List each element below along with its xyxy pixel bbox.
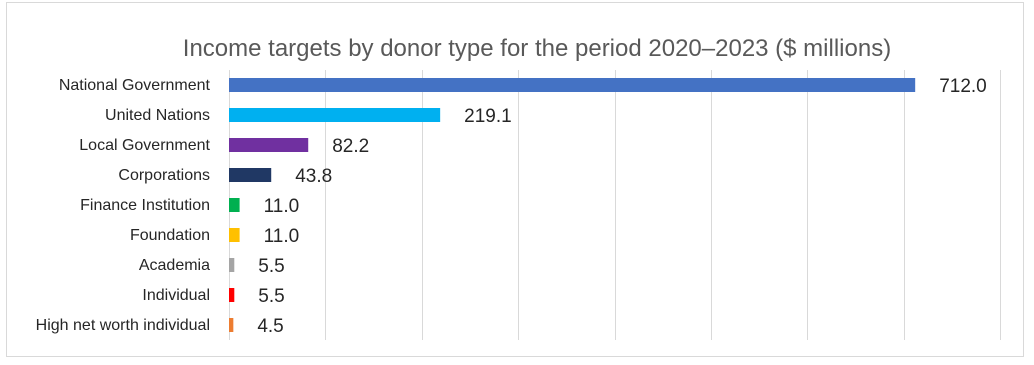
bar — [229, 318, 234, 332]
category-label: Local Government — [79, 137, 210, 154]
category-label: High net worth individual — [36, 317, 210, 334]
category-label: United Nations — [105, 107, 210, 124]
value-label: 43.8 — [295, 166, 332, 187]
value-label: 4.5 — [257, 316, 283, 337]
chart-title: Income targets by donor type for the per… — [183, 35, 891, 62]
category-label: National Government — [59, 77, 211, 94]
value-label: 5.5 — [258, 286, 284, 307]
category-label: Individual — [142, 287, 210, 304]
bar — [229, 108, 441, 122]
bars — [229, 78, 916, 332]
bar — [229, 168, 272, 182]
category-label: Academia — [139, 257, 210, 274]
category-label: Corporations — [118, 167, 210, 184]
bar — [229, 258, 235, 272]
value-label: 82.2 — [332, 136, 369, 157]
value-label: 11.0 — [264, 196, 300, 217]
category-labels: National Government United Nations Local G… — [36, 77, 211, 334]
bar — [229, 228, 240, 242]
value-label: 219.1 — [464, 106, 512, 127]
chart-frame — [6, 2, 1024, 357]
value-label: 5.5 — [258, 256, 284, 277]
value-label: 712.0 — [939, 76, 987, 97]
value-labels: 712.0 219.1 82.243.8 11.0 11.0 5.5 5.5 4.5 — [257, 76, 986, 337]
bar — [229, 198, 240, 212]
bar — [229, 78, 916, 92]
bar — [229, 138, 309, 152]
category-label: Finance Institution — [80, 197, 210, 214]
bar — [229, 288, 235, 302]
value-label: 11.0 — [264, 226, 300, 247]
category-label: Foundation — [130, 227, 210, 244]
